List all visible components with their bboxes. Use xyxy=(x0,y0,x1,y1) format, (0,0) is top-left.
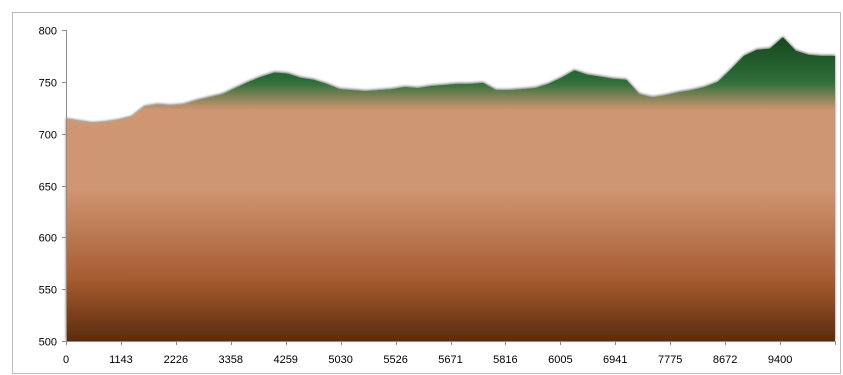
y-tick-label: 500 xyxy=(39,337,57,349)
y-tick-label: 600 xyxy=(39,233,57,245)
elevation-area-series xyxy=(66,37,835,341)
y-tick-label: 700 xyxy=(39,130,57,142)
x-tick-label: 6005 xyxy=(548,354,572,366)
x-tick-label: 5526 xyxy=(383,354,407,366)
x-tick-label: 9400 xyxy=(768,354,792,366)
y-tick-label: 550 xyxy=(39,285,57,297)
plot-area xyxy=(66,37,835,341)
x-tick-label: 6941 xyxy=(603,354,627,366)
y-tick-label: 800 xyxy=(39,26,57,38)
x-tick-label: 2226 xyxy=(164,354,188,366)
x-tick-label: 5816 xyxy=(493,354,517,366)
x-tick-label: 5030 xyxy=(328,354,352,366)
axes: 500 550 600 650 700 750 800 0 1143 2226 3358 4259 50… xyxy=(39,26,836,366)
x-tick-label: 5671 xyxy=(438,354,462,366)
x-tick-label: 8672 xyxy=(713,354,737,366)
x-tick-label: 0 xyxy=(63,354,69,366)
x-tick-label: 7775 xyxy=(658,354,682,366)
x-tick-label: 1143 xyxy=(109,354,133,366)
y-tick-label: 650 xyxy=(39,182,57,194)
y-tick-label: 750 xyxy=(39,78,57,90)
x-tick-label: 4259 xyxy=(273,354,297,366)
x-tick-label: 3358 xyxy=(219,354,243,366)
